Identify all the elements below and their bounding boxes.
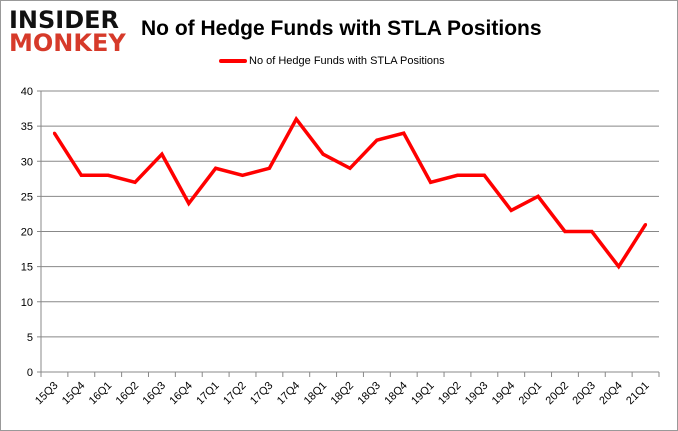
x-tick-label: 19Q2 (436, 380, 464, 408)
legend: No of Hedge Funds with STLA Positions (219, 55, 445, 67)
data-point (160, 152, 164, 156)
data-point (429, 180, 433, 184)
data-point (455, 173, 459, 177)
data-point (402, 131, 406, 135)
x-tick-label: 18Q1 (302, 380, 330, 408)
x-tick-label: 17Q4 (275, 380, 303, 408)
x-tick-label: 19Q1 (409, 380, 437, 408)
y-tick-label: 0 (27, 367, 33, 379)
y-tick-label: 25 (21, 191, 33, 203)
x-tick-label: 17Q2 (221, 380, 249, 408)
insider-monkey-logo: INSIDER MONKEY (9, 6, 126, 57)
data-point (321, 152, 325, 156)
x-tick-label: 19Q4 (490, 380, 518, 408)
x-tick-label: 20Q1 (517, 380, 545, 408)
legend-swatch (219, 59, 247, 63)
data-point (241, 173, 245, 177)
data-point (509, 208, 513, 212)
data-point (294, 117, 298, 121)
y-tick-label: 20 (21, 227, 33, 239)
data-point (214, 166, 218, 170)
logo-line1: INSIDER (9, 6, 120, 34)
x-tick-label: 16Q3 (141, 380, 169, 408)
data-point (348, 166, 352, 170)
data-point (79, 173, 83, 177)
data-point (106, 173, 110, 177)
chart-title: No of Hedge Funds with STLA Positions (141, 17, 542, 40)
y-tick-label: 40 (21, 86, 33, 98)
x-tick-label: 19Q3 (463, 380, 491, 408)
data-point (375, 138, 379, 142)
y-tick-label: 10 (21, 297, 33, 309)
data-point (644, 222, 648, 226)
data-point (187, 201, 191, 205)
x-tick-label: 17Q1 (194, 380, 222, 408)
data-point (52, 131, 56, 135)
y-tick-label: 5 (27, 332, 33, 344)
legend-label: No of Hedge Funds with STLA Positions (249, 55, 445, 67)
data-point (536, 194, 540, 198)
data-point (563, 230, 567, 233)
x-tick-label: 16Q4 (167, 380, 195, 408)
x-tick-label: 20Q3 (570, 380, 598, 408)
x-tick-label: 18Q3 (355, 380, 383, 408)
x-tick-label: 18Q2 (329, 380, 357, 408)
y-tick-label: 30 (21, 156, 33, 168)
x-tick-label: 15Q3 (33, 380, 61, 408)
x-tick-label: 20Q2 (544, 380, 572, 408)
x-tick-label: 18Q4 (382, 380, 410, 408)
y-tick-label: 35 (21, 121, 33, 133)
x-tick-label: 16Q2 (114, 380, 142, 408)
data-point (133, 180, 137, 184)
x-tick-label: 20Q4 (597, 380, 625, 408)
logo-line2: MONKEY (9, 29, 126, 57)
y-tick-label: 15 (21, 262, 33, 274)
series-line (52, 115, 648, 270)
data-point (590, 230, 594, 233)
data-point (267, 166, 271, 170)
x-tick-label: 17Q3 (248, 380, 276, 408)
x-tick-label: 15Q4 (60, 380, 88, 408)
x-tick-label: 16Q1 (87, 380, 115, 408)
data-point (617, 265, 621, 269)
x-tick-label: 21Q1 (624, 380, 652, 408)
data-point (482, 173, 486, 177)
